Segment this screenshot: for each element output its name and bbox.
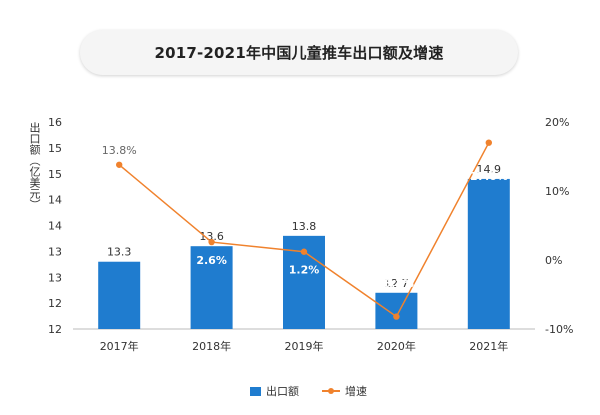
y-tick-label: 13 bbox=[48, 245, 62, 258]
x-tick-label: 2021年 bbox=[469, 339, 508, 353]
legend-label-growth: 增速 bbox=[345, 385, 367, 398]
growth-point bbox=[208, 238, 215, 246]
growth-value-label: 13.8% bbox=[102, 144, 137, 157]
bar bbox=[98, 261, 141, 329]
bar bbox=[190, 246, 233, 329]
x-tick-label: 2018年 bbox=[192, 339, 231, 353]
y2-tick-label: 20% bbox=[545, 116, 569, 129]
y-tick-label: 15 bbox=[48, 168, 62, 181]
bar-value-label: 13.6 bbox=[199, 230, 224, 243]
bar-value-label: 13.8 bbox=[292, 220, 317, 233]
growth-value-label: 17.0% bbox=[470, 170, 508, 183]
bar-value-label: 14.9 bbox=[477, 163, 502, 176]
y-tick-label: 15 bbox=[48, 142, 62, 155]
y-tick-label: 16 bbox=[48, 116, 62, 129]
legend-item-export: 出口额 bbox=[250, 383, 299, 399]
x-tick-label: 2019年 bbox=[285, 339, 324, 353]
growth-point bbox=[300, 248, 308, 255]
x-tick-label: 2020年 bbox=[377, 339, 416, 353]
bar bbox=[375, 292, 418, 329]
growth-point bbox=[116, 161, 123, 168]
y-tick-label: 12 bbox=[48, 323, 62, 336]
legend-swatch-bar bbox=[250, 386, 261, 396]
x-tick-label: 2017年 bbox=[100, 339, 139, 353]
y-axis-label: 出口额（亿美元） bbox=[28, 122, 41, 210]
growth-point bbox=[485, 139, 492, 146]
growth-value-label: 1.2% bbox=[289, 264, 320, 277]
y-tick-label: 12 bbox=[48, 297, 62, 310]
bar-value-label: 13.3 bbox=[107, 246, 132, 259]
growth-value-label: 2.6% bbox=[196, 254, 227, 267]
legend-swatch-line bbox=[322, 388, 340, 394]
y-tick-label: 14 bbox=[48, 220, 62, 233]
y2-tick-label: -10% bbox=[545, 323, 573, 336]
y-tick-label: 13 bbox=[48, 271, 62, 284]
y2-tick-label: 10% bbox=[545, 185, 569, 198]
bar-value-label: 12.7 bbox=[384, 277, 409, 290]
growth-point bbox=[393, 313, 400, 320]
legend-item-growth: 增速 bbox=[322, 383, 367, 399]
growth-value-label: -8.2% bbox=[379, 277, 414, 290]
bar bbox=[467, 178, 510, 329]
y-tick-label: 14 bbox=[48, 194, 62, 207]
y2-tick-label: 0% bbox=[545, 254, 562, 267]
legend-label-export: 出口额 bbox=[266, 385, 299, 398]
chart-title-box: 2017-2021年中国儿童推车出口额及增速 bbox=[80, 30, 518, 75]
chart-title: 2017-2021年中国儿童推车出口额及增速 bbox=[154, 44, 444, 62]
